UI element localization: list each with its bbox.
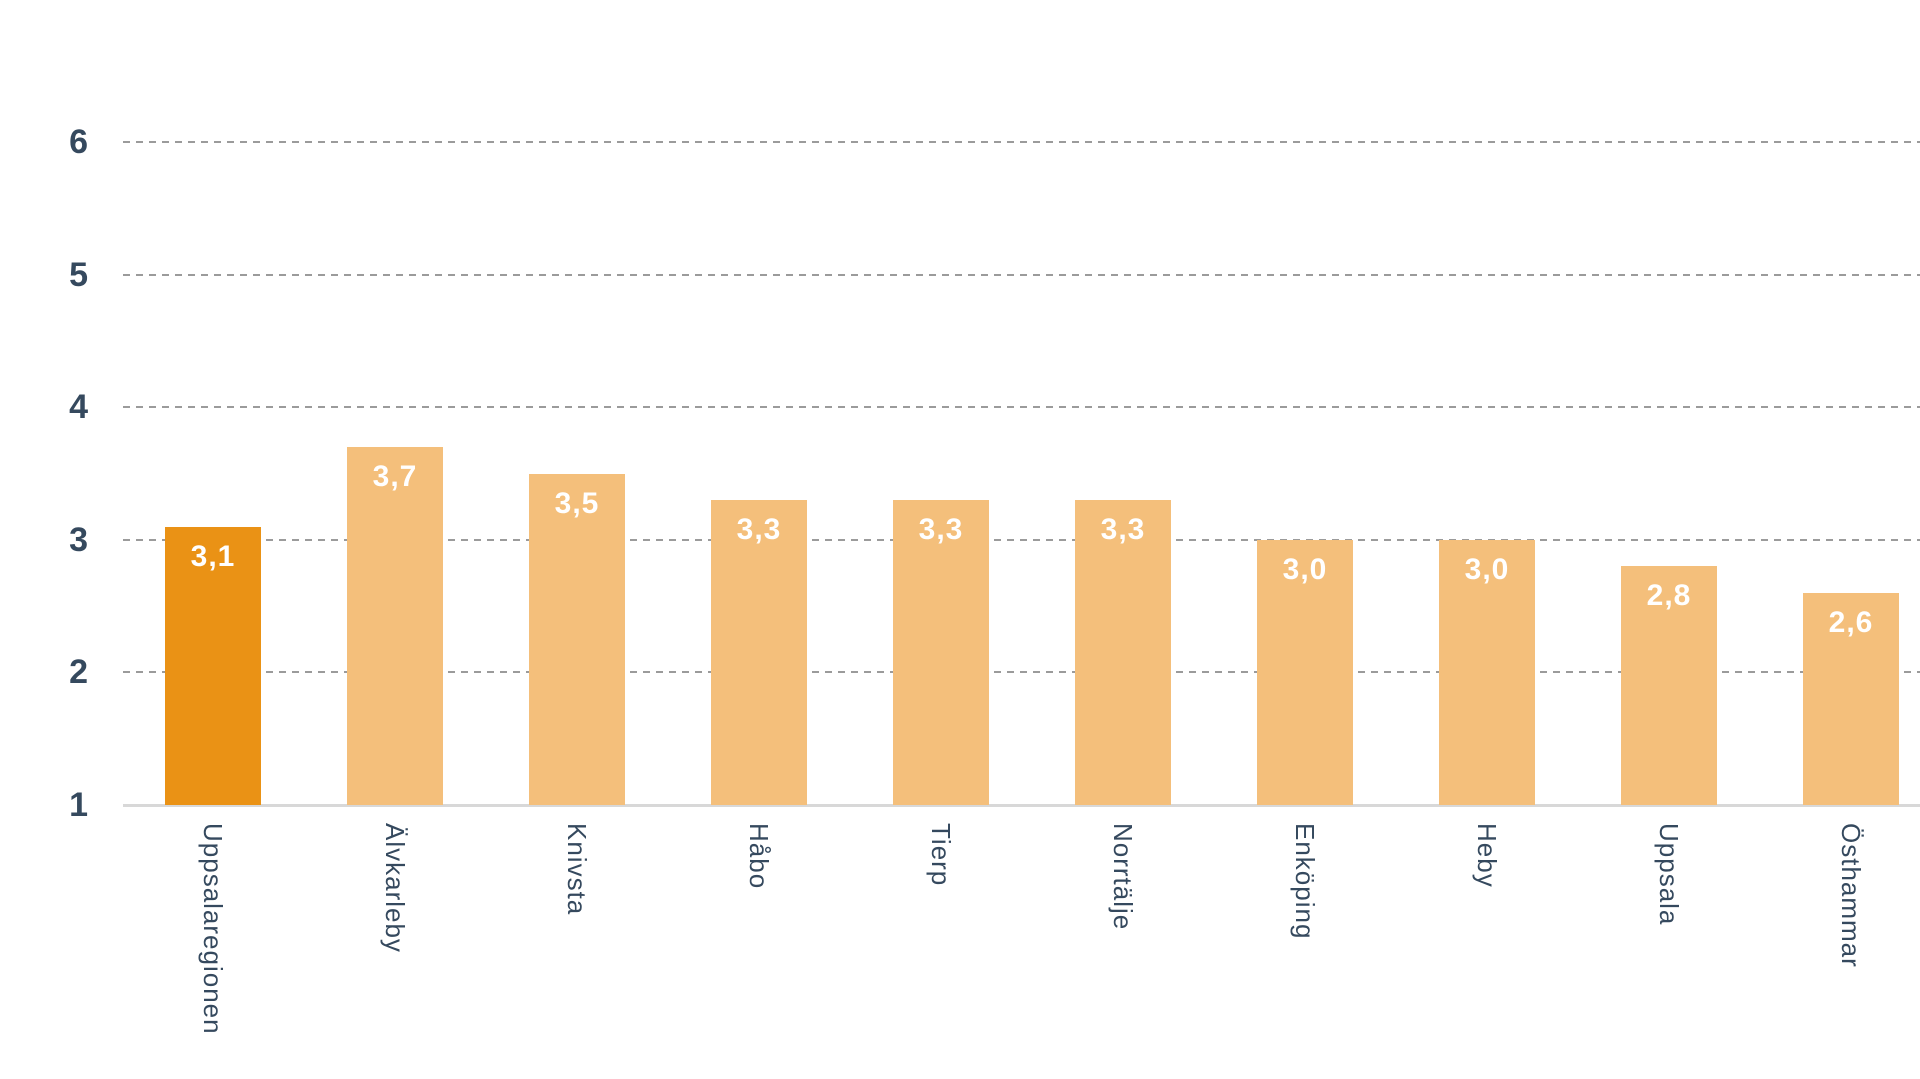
- y-tick-label-6: 6: [69, 123, 88, 161]
- x-axis-line: [123, 804, 1920, 807]
- gridline-5: [123, 273, 1920, 276]
- x-category-label: Älvkarleby: [380, 823, 410, 953]
- bar-Uppsala: 2,8: [1621, 566, 1717, 805]
- x-category-label: Uppsala: [1654, 823, 1684, 926]
- gridline-6: [123, 141, 1920, 143]
- bar-Enköping: 3,0: [1257, 539, 1353, 805]
- y-tick-label-5: 5: [69, 255, 88, 294]
- gridline-2: [123, 671, 1920, 674]
- x-category-label: Uppsalaregionen: [198, 823, 228, 1035]
- bar-value-label: 2,6: [1828, 605, 1874, 639]
- gridline-3: [123, 538, 1920, 541]
- bar-Uppsalaregionen: 3,1: [165, 526, 261, 805]
- x-category-label: Heby: [1472, 823, 1502, 888]
- x-category-label: Norrtälje: [1108, 823, 1138, 931]
- x-category-label: Knivsta: [562, 823, 592, 916]
- bar-Tierp: 3,3: [893, 500, 989, 805]
- y-tick-label-4: 4: [69, 388, 88, 427]
- bar-value-label: 2,8: [1646, 579, 1692, 613]
- bar-Heby: 3,0: [1439, 539, 1535, 805]
- gridline-4: [123, 406, 1920, 409]
- bar-value-label: 3,7: [372, 459, 418, 493]
- bar-value-label: 3,0: [1282, 552, 1328, 586]
- x-category-label: Enköping: [1290, 823, 1320, 940]
- bar-Norrtälje: 3,3: [1075, 500, 1171, 805]
- bar-value-label: 3,0: [1464, 552, 1510, 586]
- y-tick-label-2: 2: [69, 653, 88, 692]
- x-category-label: Tierp: [926, 823, 956, 887]
- bar-value-label: 3,3: [1100, 513, 1146, 547]
- bar-Östhammar: 2,6: [1803, 592, 1899, 805]
- bar-Älvkarleby: 3,7: [347, 446, 443, 805]
- x-category-label: Östhammar: [1836, 823, 1866, 968]
- y-tick-label-1: 1: [69, 786, 88, 824]
- bar-value-label: 3,1: [190, 539, 236, 573]
- y-tick-label-3: 3: [69, 520, 88, 559]
- bar-value-label: 3,3: [736, 513, 782, 547]
- bar-Håbo: 3,3: [711, 500, 807, 805]
- bar-Knivsta: 3,5: [529, 473, 625, 805]
- x-category-label: Håbo: [744, 823, 774, 890]
- bar-value-label: 3,3: [918, 513, 964, 547]
- bar-value-label: 3,5: [554, 486, 600, 520]
